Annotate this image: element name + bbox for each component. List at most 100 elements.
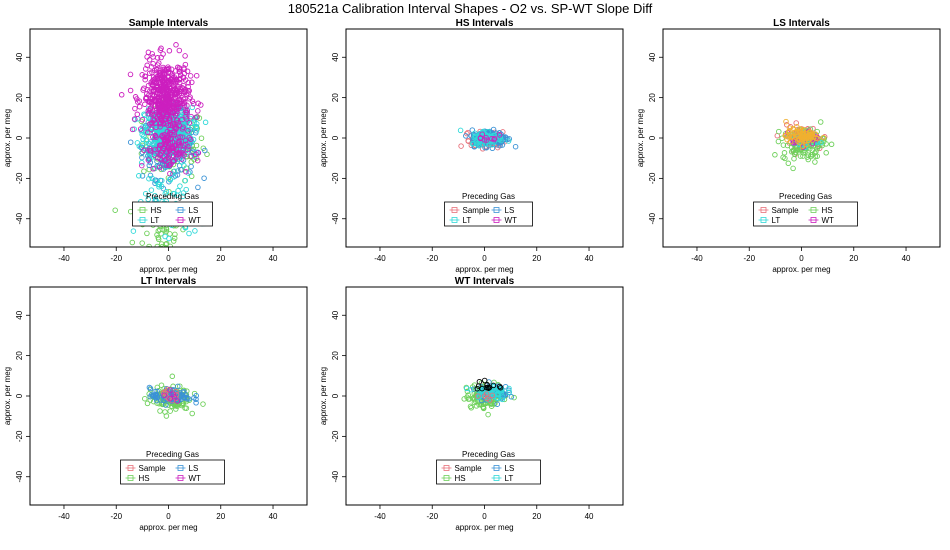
legend-swatch xyxy=(139,217,146,223)
point xyxy=(150,166,156,172)
point xyxy=(489,142,495,148)
point xyxy=(153,67,160,73)
point xyxy=(821,135,827,142)
point xyxy=(183,168,189,175)
point xyxy=(823,150,829,156)
point xyxy=(183,186,189,193)
point xyxy=(181,162,187,169)
point xyxy=(496,383,503,390)
point xyxy=(146,175,152,182)
point xyxy=(162,233,168,240)
legend-box xyxy=(132,201,213,227)
point xyxy=(181,131,187,137)
point xyxy=(166,48,173,54)
point xyxy=(479,385,485,392)
point xyxy=(176,139,182,145)
point xyxy=(161,100,168,107)
point xyxy=(149,99,155,105)
panels: Sample Intervals -40 -20 0 20 40 -40 -20 0 20 40 ap… xyxy=(3,18,941,532)
point xyxy=(136,143,143,150)
legend-title: Preceding Gas xyxy=(462,450,515,459)
point xyxy=(127,139,134,145)
point xyxy=(179,134,186,140)
point xyxy=(167,170,173,177)
point xyxy=(496,130,503,136)
point xyxy=(147,99,153,105)
point xyxy=(157,249,162,254)
point xyxy=(470,140,477,147)
point xyxy=(161,143,168,150)
x-tick-label: -20 xyxy=(426,512,438,521)
point xyxy=(793,120,799,126)
point xyxy=(189,79,195,86)
legend-swatch xyxy=(451,207,458,213)
point xyxy=(150,74,157,80)
point xyxy=(145,110,151,117)
point xyxy=(139,162,145,169)
point xyxy=(476,143,482,149)
point xyxy=(150,140,157,147)
point xyxy=(165,155,172,162)
point xyxy=(160,88,167,94)
point xyxy=(497,384,504,391)
point xyxy=(186,396,192,402)
panel-0: Sample Intervals -40 -20 0 20 40 -40 -20 0 20 40 ap… xyxy=(3,18,308,274)
point xyxy=(157,397,164,403)
point xyxy=(144,400,151,407)
point xyxy=(469,127,476,133)
point xyxy=(202,119,209,126)
points-group xyxy=(461,377,517,418)
point xyxy=(505,138,512,144)
x-tick-label: 0 xyxy=(482,254,487,263)
legend-title: Preceding Gas xyxy=(146,192,199,201)
y-tick-label: -20 xyxy=(331,430,340,442)
point xyxy=(146,162,153,169)
point xyxy=(156,182,163,188)
point xyxy=(175,187,181,194)
x-tick-label: -40 xyxy=(374,254,386,263)
point xyxy=(176,79,183,86)
point xyxy=(136,98,143,104)
point xyxy=(176,47,183,54)
y-tick-label: 0 xyxy=(15,393,24,398)
point xyxy=(794,147,800,153)
point xyxy=(164,132,171,139)
point xyxy=(142,395,148,402)
point xyxy=(150,54,156,60)
point xyxy=(159,157,165,163)
point xyxy=(178,166,184,173)
point xyxy=(472,130,478,136)
point xyxy=(785,160,792,167)
point xyxy=(175,95,181,101)
panel-title: LS Intervals xyxy=(773,18,830,29)
point xyxy=(151,152,158,158)
point xyxy=(491,401,498,407)
y-axis-label: approx. per meg xyxy=(636,109,645,167)
point xyxy=(136,103,143,110)
point xyxy=(167,231,173,237)
point xyxy=(772,152,778,158)
point xyxy=(159,107,166,113)
point xyxy=(172,136,179,142)
point xyxy=(479,131,485,137)
point xyxy=(805,156,811,163)
point xyxy=(188,113,194,120)
point xyxy=(166,153,173,159)
legend-box xyxy=(436,459,541,485)
legend-label: LT xyxy=(505,474,514,483)
point xyxy=(475,383,482,389)
point xyxy=(157,408,163,414)
x-tick-label: 40 xyxy=(269,512,278,521)
x-axis-label: approx. per meg xyxy=(772,265,830,274)
point xyxy=(800,131,807,138)
point xyxy=(182,405,188,411)
point xyxy=(167,243,174,247)
y-tick-label: 20 xyxy=(331,351,340,360)
point xyxy=(167,408,173,414)
point xyxy=(189,124,196,131)
legend-swatch xyxy=(760,207,767,213)
point xyxy=(127,87,134,94)
point xyxy=(160,254,165,259)
point xyxy=(800,153,806,159)
point xyxy=(154,394,161,400)
